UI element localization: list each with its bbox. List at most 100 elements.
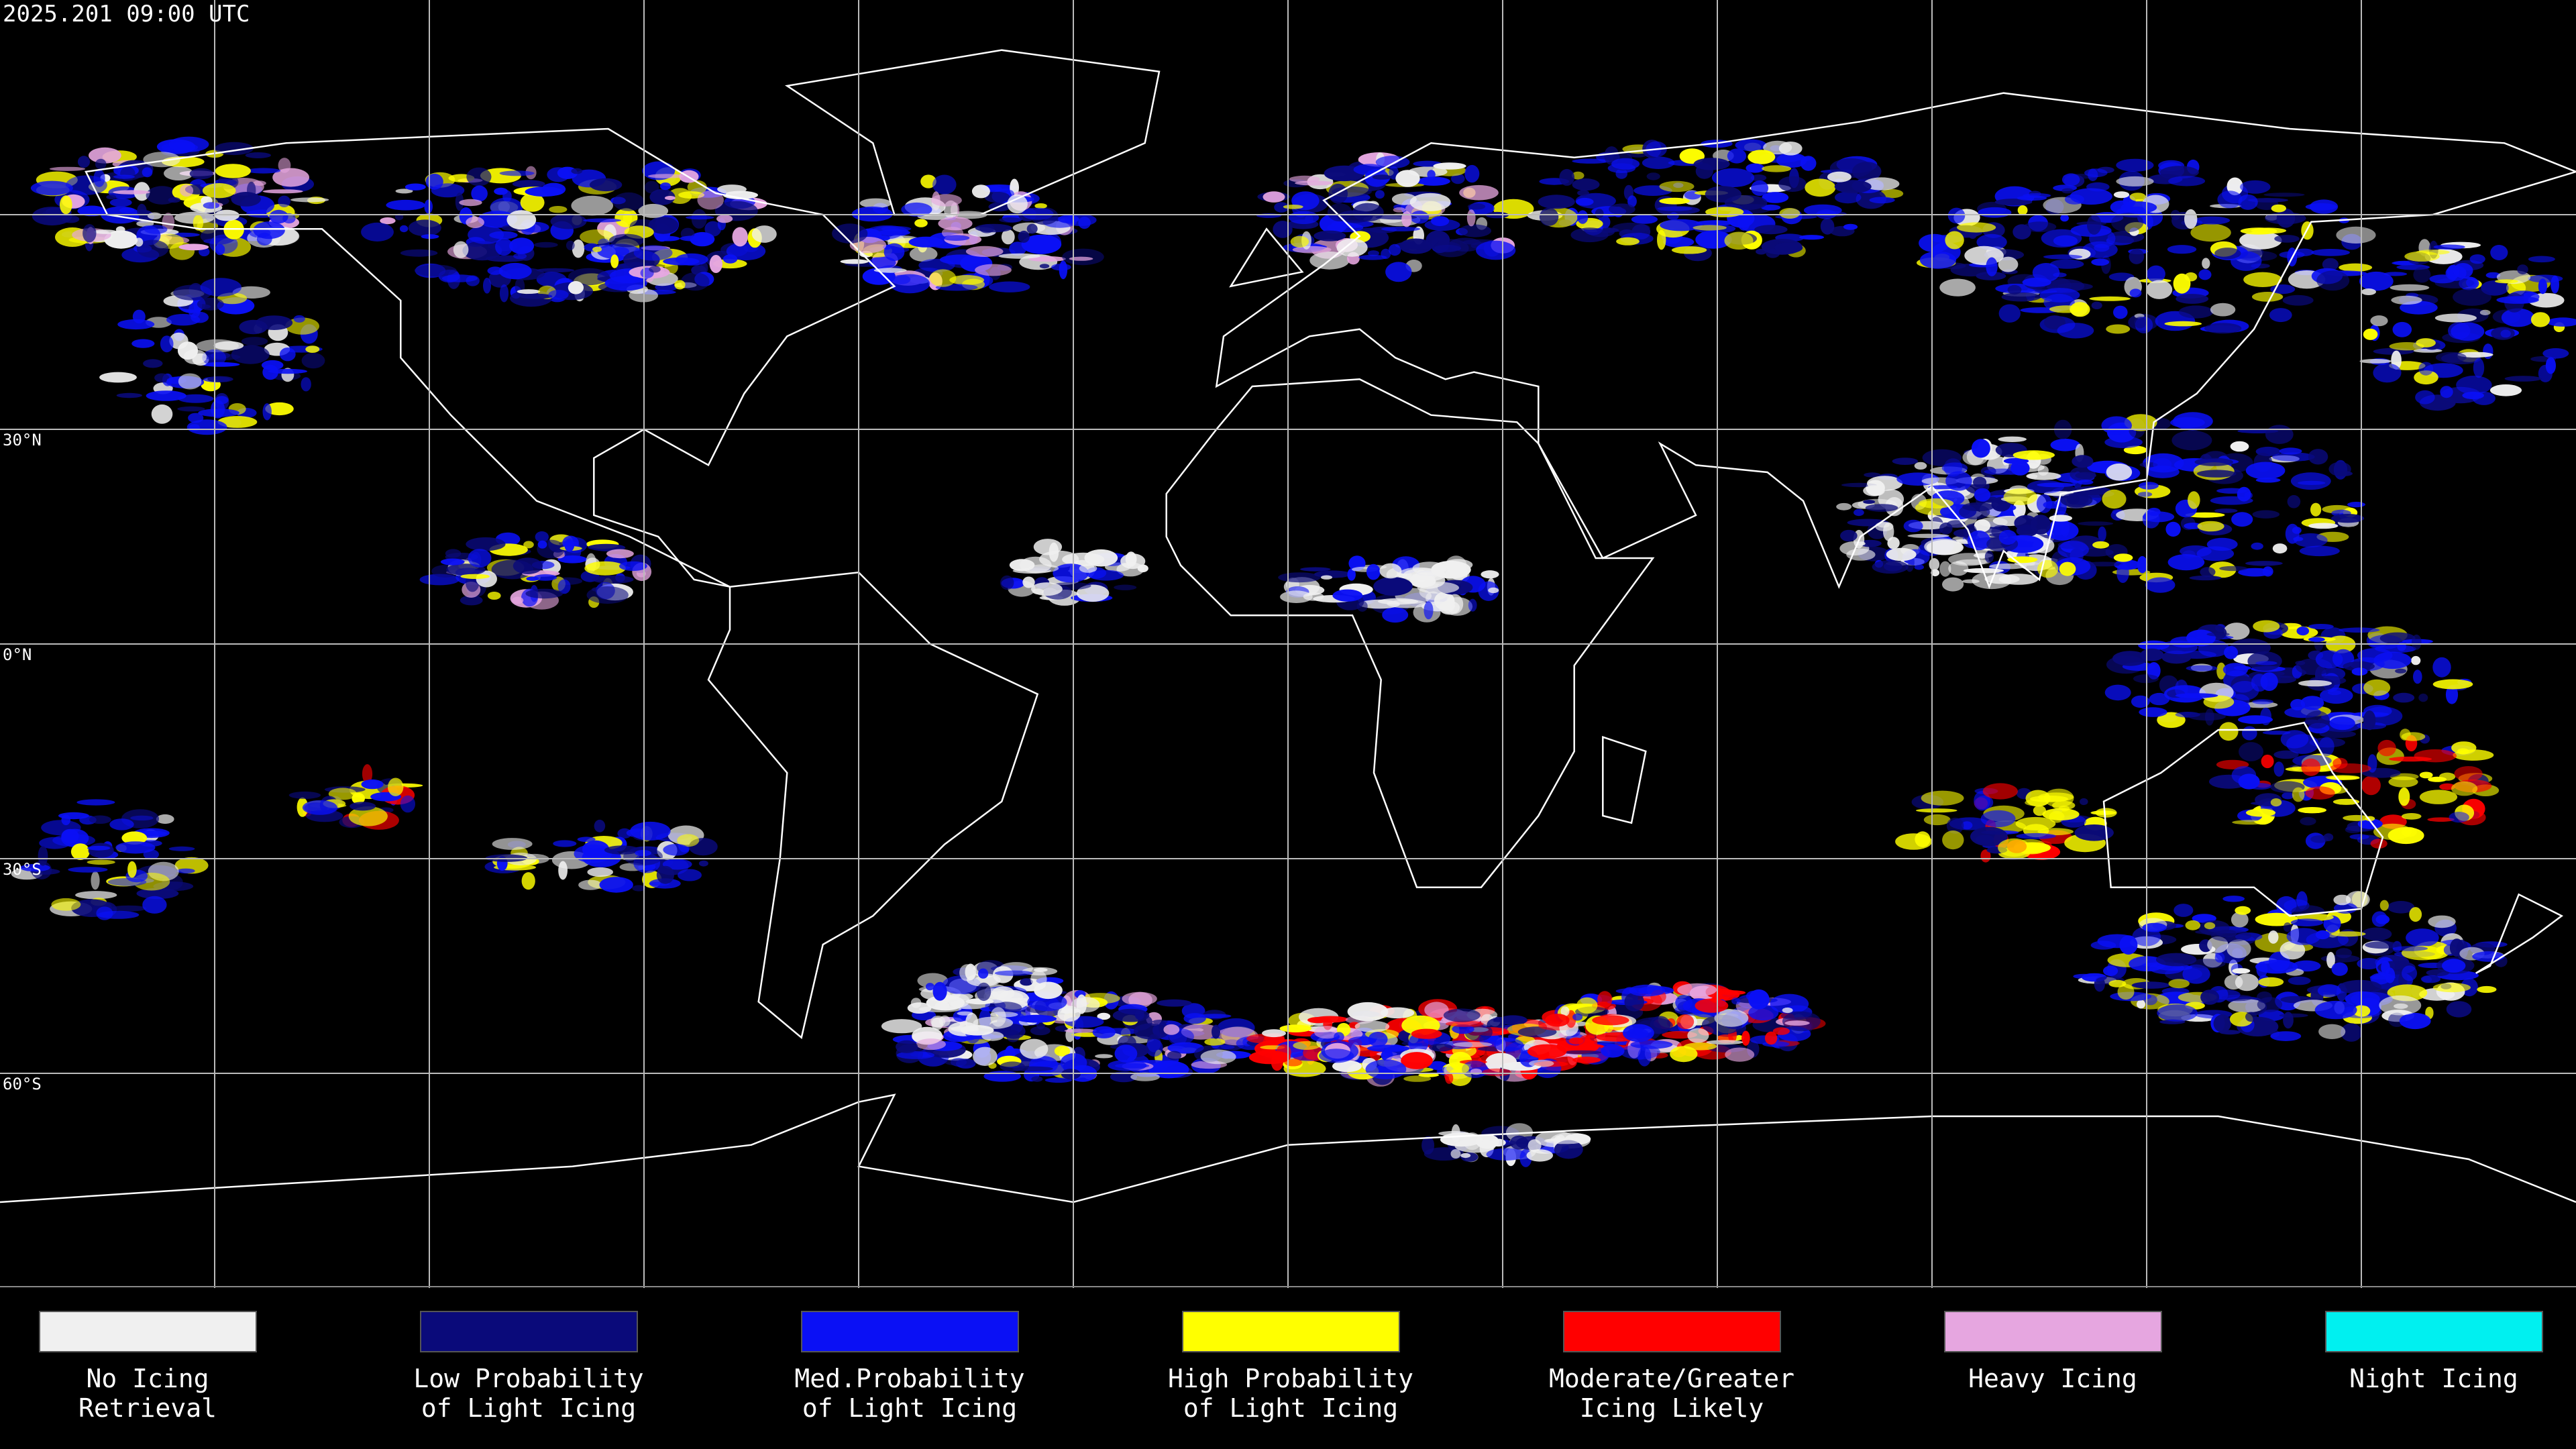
icing-patch <box>362 764 373 784</box>
icing-patch <box>2241 726 2257 741</box>
icing-patch <box>537 540 547 549</box>
icing-patch <box>2320 687 2353 704</box>
icing-patch <box>2032 263 2060 282</box>
icing-patch <box>2176 294 2209 304</box>
icing-patch <box>2190 223 2231 242</box>
icing-patch <box>965 246 1004 257</box>
icing-patch <box>533 574 557 581</box>
icing-patch <box>1332 1060 1362 1073</box>
legend-swatch <box>39 1311 257 1352</box>
icing-patch <box>520 193 545 212</box>
icing-patch <box>2123 445 2147 455</box>
icing-patch <box>137 203 147 218</box>
icing-patch <box>2049 305 2083 313</box>
icing-patch <box>160 335 174 353</box>
icing-patch <box>1375 190 1385 199</box>
icing-patch <box>1278 572 1321 583</box>
icing-patch <box>1000 575 1014 590</box>
icing-patch <box>2203 695 2235 709</box>
icing-patch <box>1031 1076 1043 1082</box>
icing-patch <box>1529 1059 1554 1067</box>
legend-label-line: No Icing <box>86 1364 209 1393</box>
icing-patch <box>700 262 708 274</box>
icing-patch <box>1939 522 1953 535</box>
icing-patch <box>1020 1038 1049 1059</box>
icing-patch <box>2359 359 2392 364</box>
icing-patch <box>984 191 1010 203</box>
icing-patch <box>979 224 995 233</box>
icing-patch <box>1022 207 1054 220</box>
icing-patch <box>2545 357 2556 374</box>
icing-patch <box>1167 1051 1182 1061</box>
icing-patch <box>525 588 564 599</box>
icing-patch <box>1022 576 1035 588</box>
icing-patch <box>1354 1020 1390 1032</box>
icing-patch <box>587 867 613 877</box>
icing-patch <box>2333 894 2351 906</box>
icing-patch <box>2007 556 2038 564</box>
icing-patch <box>99 372 137 383</box>
icing-patch <box>459 199 482 207</box>
icing-patch <box>1631 215 1658 224</box>
icing-patch <box>2060 214 2070 222</box>
icing-patch <box>1554 1140 1583 1159</box>
icing-patch <box>1313 1026 1340 1039</box>
icing-patch <box>914 219 928 227</box>
icing-patch <box>1646 172 1660 180</box>
icing-patch <box>178 373 202 390</box>
icing-patch <box>2432 983 2471 993</box>
icing-patch <box>1450 1149 1461 1159</box>
icing-patch <box>2188 712 2226 721</box>
icing-patch <box>1914 462 1927 470</box>
icing-patch <box>2101 416 2132 435</box>
icing-patch <box>916 1038 947 1051</box>
icing-patch <box>2456 375 2492 394</box>
icing-patch <box>989 281 1030 292</box>
icing-patch <box>2311 249 2351 256</box>
icing-patch <box>1762 165 1792 172</box>
icing-patch <box>2283 922 2292 932</box>
icing-patch <box>1693 225 1727 231</box>
icing-patch <box>1657 229 1666 250</box>
icing-patch <box>231 345 270 364</box>
icing-patch <box>2335 948 2352 959</box>
icing-patch <box>2305 786 2335 800</box>
icing-patch <box>509 237 535 254</box>
icing-patch <box>1706 1040 1743 1045</box>
icing-patch <box>638 203 669 218</box>
icing-patch <box>1684 1042 1717 1051</box>
icing-patch <box>499 170 535 176</box>
icing-patch <box>2200 567 2216 578</box>
icing-patch <box>2517 264 2528 275</box>
icing-patch <box>1163 1024 1180 1035</box>
icing-patch <box>293 315 305 323</box>
icing-patch <box>121 831 148 845</box>
icing-patch <box>1984 551 1994 563</box>
icing-patch <box>732 227 748 247</box>
icing-patch <box>2001 292 2041 302</box>
icing-patch <box>2042 808 2080 820</box>
icing-patch <box>217 416 258 428</box>
icing-patch <box>2239 231 2282 250</box>
icing-patch <box>2292 960 2321 972</box>
icing-patch <box>1509 1135 1529 1150</box>
icing-patch <box>1030 582 1063 596</box>
icing-patch <box>572 239 585 258</box>
icing-patch <box>1705 186 1741 203</box>
icing-patch <box>2116 158 2154 172</box>
icing-patch <box>2387 901 2415 914</box>
icing-patch <box>1714 1009 1749 1027</box>
icing-patch <box>2466 278 2477 288</box>
icing-patch <box>557 579 571 594</box>
coastline <box>707 571 1039 1039</box>
icing-patch <box>203 202 220 209</box>
icing-patch <box>2305 203 2337 211</box>
icing-patch <box>2017 205 2028 215</box>
icing-patch <box>709 255 722 273</box>
icing-patch <box>2206 632 2230 637</box>
icing-patch <box>1538 195 1575 209</box>
icing-patch <box>2061 188 2074 194</box>
icing-patch <box>2273 750 2299 759</box>
icing-patch <box>168 136 209 152</box>
icing-patch <box>687 180 707 195</box>
